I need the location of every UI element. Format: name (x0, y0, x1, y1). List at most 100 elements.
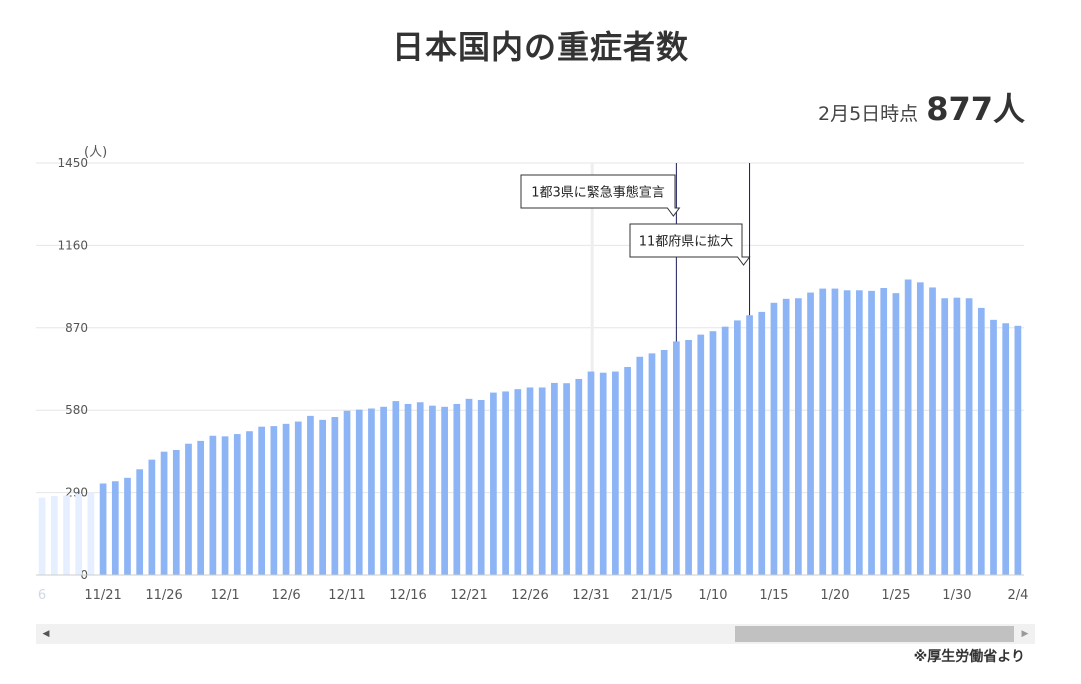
bar (233, 434, 241, 575)
annotation-box (520, 174, 681, 217)
bar (746, 315, 753, 575)
scroll-right-arrow-icon[interactable]: ▶ (1021, 629, 1029, 639)
x-tick-label: 12/31 (572, 588, 609, 603)
x-tick-label: 1/10 (698, 588, 727, 603)
x-tick-label: 6 (38, 588, 46, 603)
bar (258, 426, 266, 575)
x-tick-label: 11/26 (145, 588, 182, 603)
x-tick-label: 1/20 (820, 588, 849, 603)
bar (880, 288, 888, 575)
bar (1002, 323, 1010, 575)
scroll-left-arrow-icon[interactable]: ◀ (42, 629, 50, 639)
bar (99, 483, 107, 575)
bar (331, 417, 339, 575)
bar (758, 311, 766, 575)
bar (526, 387, 534, 575)
x-tick-label: 12/11 (328, 588, 365, 603)
scroll-thumb[interactable] (735, 626, 1014, 642)
bar (197, 440, 205, 575)
bar (270, 426, 278, 575)
bar (477, 399, 485, 575)
bar (624, 367, 631, 575)
annotation-label: 11都府県に拡大 (639, 235, 734, 250)
bar (709, 331, 717, 575)
bar (819, 288, 827, 575)
bar (868, 290, 875, 575)
page-title: 日本国内の重症者数 (391, 28, 689, 66)
bar (160, 451, 168, 575)
bar (660, 349, 668, 575)
bar (416, 402, 424, 575)
bar (453, 403, 461, 575)
bar (538, 387, 546, 575)
y-axis-label: (人) (84, 145, 107, 160)
bar (502, 391, 509, 575)
bar (929, 287, 936, 575)
y-tick-label: 290 (65, 486, 88, 500)
bar (563, 383, 570, 575)
bar (977, 307, 985, 575)
bar (392, 401, 400, 575)
bar (319, 419, 326, 575)
bar (685, 340, 692, 575)
y-tick-label: 1450 (57, 156, 88, 170)
bar (514, 389, 522, 575)
bar (904, 279, 912, 575)
bar (246, 431, 253, 575)
bar (770, 302, 778, 575)
x-tick-label: 11/21 (84, 588, 121, 603)
x-tick-label: 12/16 (389, 588, 426, 603)
faded-bar (75, 494, 83, 575)
annotation-label: 1都3県に緊急事態宣言 (531, 185, 665, 201)
y-tick-label: 580 (65, 403, 88, 417)
bar (380, 406, 387, 575)
bar (136, 469, 144, 575)
x-tick-label: 12/1 (210, 588, 239, 603)
bar (172, 449, 180, 575)
bar (697, 334, 705, 575)
x-tick-label: 21/1/5 (631, 588, 673, 603)
bar (965, 298, 973, 575)
bar (734, 320, 741, 575)
bar (209, 435, 217, 575)
bar (807, 292, 814, 575)
bar (782, 298, 790, 575)
bar (843, 290, 851, 575)
x-tick-label: 1/15 (759, 588, 788, 603)
x-tick-label: 2/4 (1007, 588, 1028, 603)
bar (124, 477, 131, 575)
bar (953, 297, 961, 575)
source-note: ※厚生労働省より (913, 649, 1025, 665)
x-tick-label: 12/21 (450, 588, 487, 603)
bar (307, 415, 314, 575)
bar (368, 408, 375, 575)
bar (990, 319, 997, 575)
bar (429, 405, 436, 575)
bar (185, 443, 192, 575)
bar (916, 282, 924, 575)
faded-bar (87, 492, 95, 575)
x-tick-label: 1/30 (942, 588, 971, 603)
y-tick-label: 1160 (57, 238, 88, 252)
bar (490, 392, 497, 575)
chart-scrollbar[interactable]: ◀ ▶ (36, 624, 1035, 644)
bar (441, 406, 448, 575)
bar (636, 356, 644, 575)
bar (148, 459, 156, 575)
bar (575, 378, 583, 575)
bar (465, 398, 473, 575)
bar (612, 371, 619, 575)
x-tick-label: 12/6 (271, 588, 300, 603)
faded-bar (63, 495, 70, 575)
bar (794, 298, 802, 575)
bar (648, 353, 656, 575)
as-of-value: 877人 (926, 90, 1025, 128)
bar (892, 293, 900, 575)
bar (294, 421, 302, 575)
x-tick-label: 12/26 (511, 588, 548, 603)
bar (551, 382, 558, 575)
bar (673, 341, 680, 575)
y-tick-label: 870 (65, 321, 88, 335)
bar (587, 371, 595, 575)
